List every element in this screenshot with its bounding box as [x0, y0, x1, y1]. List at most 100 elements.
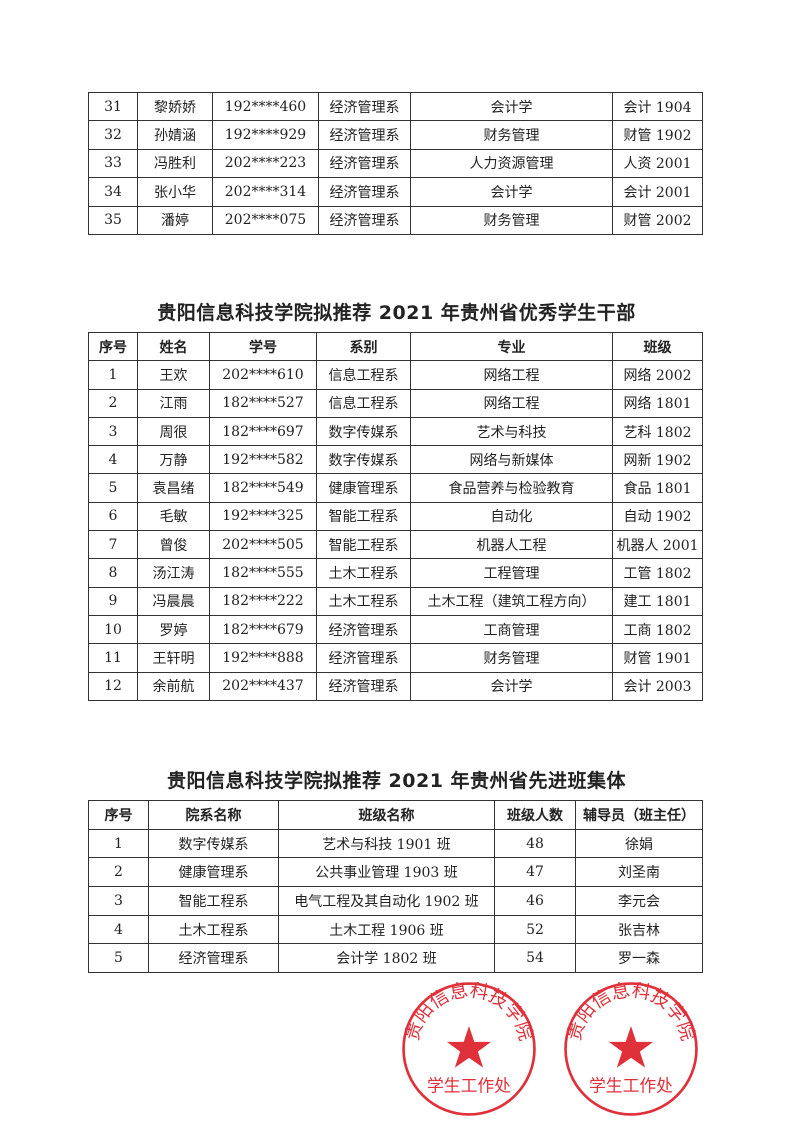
official-seal-stamp: 贵阳信息科技学院 学生工作处: [402, 980, 536, 1116]
table-cell: 工管 1802: [612, 558, 703, 588]
table-cell: 李元会: [575, 886, 703, 916]
column-header: 辅导员（班主任）: [575, 800, 703, 830]
table-row: 10 罗婷 182****679 经济管理系 工商管理 工商 1802: [88, 614, 703, 645]
table-cell: 182****697: [209, 416, 317, 447]
table-cell: 财务管理: [410, 643, 613, 673]
table-cell: 信息工程系: [316, 388, 411, 418]
table-cell: 202****610: [209, 360, 317, 390]
table-cell: 财务管理: [410, 205, 613, 235]
table-cell: 数字传媒系: [316, 416, 411, 447]
table-cell: 48: [494, 828, 576, 859]
table-cell: 182****679: [209, 614, 317, 645]
table-cell: 黎娇娇: [137, 91, 213, 122]
table-cell: 9: [88, 586, 138, 616]
table-cell: 52: [494, 914, 576, 945]
table-cell: 财管 2002: [612, 205, 703, 235]
column-header: 学号: [209, 331, 317, 362]
table-cell: 3: [88, 886, 149, 916]
official-seal-stamp-2: 贵阳信息科技学院 学生工作处: [564, 980, 698, 1116]
table-cell: 网新 1902: [612, 445, 703, 475]
table-cell: 冯晨晨: [137, 586, 210, 616]
table-cell: 会计学: [410, 671, 613, 701]
table-cell: 艺术与科技 1901 班: [278, 828, 495, 859]
outstanding-cadre-table: 序号 姓名 学号 系别 专业 班级 1 王欢 202****610 信息工程系 网络工程 网络 20…: [88, 331, 703, 701]
table-cell: 202****223: [212, 148, 319, 179]
table-cell: 罗婷: [137, 614, 210, 645]
table-cell: 食品 1801: [612, 473, 703, 503]
column-header: 专业: [410, 331, 613, 362]
table-cell: 自动化: [410, 501, 613, 532]
table-cell: 建工 1801: [612, 586, 703, 616]
table-cell: 刘圣南: [575, 857, 703, 888]
table-cell: 财管 1901: [612, 643, 703, 673]
table-cell: 8: [88, 558, 138, 588]
column-header: 院系名称: [148, 800, 279, 830]
table-cell: 6: [88, 501, 138, 532]
table-cell: 46: [494, 886, 576, 916]
table-cell: 人资 2001: [612, 148, 703, 179]
table-cell: 会计学 1802 班: [278, 943, 495, 974]
table-cell: 毛敏: [137, 501, 210, 532]
table-cell: 公共事业管理 1903 班: [278, 857, 495, 888]
table-row: 33 冯胜利 202****223 经济管理系 人力资源管理 人资 2001: [88, 148, 703, 179]
table-row: 7 曾俊 202****505 智能工程系 机器人工程 机器人 2001: [88, 530, 703, 560]
table-row: 12 余前航 202****437 经济管理系 会计学 会计 2003: [88, 671, 703, 701]
table-cell: 182****555: [209, 558, 317, 588]
table-cell: 经济管理系: [318, 91, 411, 122]
column-header: 班级人数: [494, 800, 576, 830]
table-cell: 余前航: [137, 671, 210, 701]
table-cell: 王轩明: [137, 643, 210, 673]
table-cell: 张小华: [137, 177, 213, 207]
table-cell: 网络与新媒体: [410, 445, 613, 475]
table-row: 3 智能工程系 电气工程及其自动化 1902 班 46 李元会: [88, 886, 703, 916]
table-cell: 工程管理: [410, 558, 613, 588]
table-cell: 曾俊: [137, 530, 210, 560]
table-cell: 健康管理系: [148, 857, 279, 888]
table-row: 9 冯晨晨 182****222 土木工程系 土木工程（建筑工程方向） 建工 1801: [88, 586, 703, 616]
table-header-row: 序号 院系名称 班级名称 班级人数 辅导员（班主任）: [88, 800, 703, 830]
table-row: 1 数字传媒系 艺术与科技 1901 班 48 徐娟: [88, 828, 703, 859]
table-cell: 会计 1904: [612, 91, 703, 122]
table-cell: 1: [88, 828, 149, 859]
table-cell: 32: [88, 120, 138, 150]
column-header: 序号: [88, 800, 149, 830]
table-cell: 数字传媒系: [148, 828, 279, 859]
table-row: 31 黎娇娇 192****460 经济管理系 会计学 会计 1904: [88, 91, 703, 122]
column-header: 序号: [88, 331, 138, 362]
table-cell: 电气工程及其自动化 1902 班: [278, 886, 495, 916]
table-cell: 202****314: [212, 177, 319, 207]
table-cell: 5: [88, 943, 149, 974]
table-cell: 土木工程系: [316, 558, 411, 588]
table-cell: 智能工程系: [316, 501, 411, 532]
table-cell: 土木工程 1906 班: [278, 914, 495, 945]
table-cell: 2: [88, 857, 149, 888]
table-cell: 182****549: [209, 473, 317, 503]
table-cell: 经济管理系: [318, 205, 411, 235]
column-header: 班级: [612, 331, 703, 362]
table-cell: 1: [88, 360, 138, 390]
table-row: 2 健康管理系 公共事业管理 1903 班 47 刘圣南: [88, 857, 703, 888]
table-cell: 经济管理系: [318, 148, 411, 179]
class-section-title: 贵阳信息科技学院拟推荐 2021 年贵州省先进班集体: [166, 770, 627, 792]
table-row: 4 土木工程系 土木工程 1906 班 52 张吉林: [88, 914, 703, 945]
table-row: 35 潘婷 202****075 经济管理系 财务管理 财管 2002: [88, 205, 703, 235]
table-cell: 10: [88, 614, 138, 645]
table-cell: 财务管理: [410, 120, 613, 150]
table-cell: 182****527: [209, 388, 317, 418]
table-cell: 经济管理系: [148, 943, 279, 974]
table-cell: 2: [88, 388, 138, 418]
table-cell: 经济管理系: [316, 671, 411, 701]
table-cell: 网络 1801: [612, 388, 703, 418]
table-cell: 机器人 2001: [612, 530, 703, 560]
table-cell: 202****505: [209, 530, 317, 560]
table-cell: 潘婷: [137, 205, 213, 235]
table-cell: 192****929: [212, 120, 319, 150]
table-cell: 47: [494, 857, 576, 888]
cadre-section-title: 贵阳信息科技学院拟推荐 2021 年贵州省优秀学生干部: [157, 302, 636, 324]
seal-inner-text: 学生工作处: [589, 1075, 673, 1095]
column-header: 班级名称: [278, 800, 495, 830]
table-cell: 202****437: [209, 671, 317, 701]
table-cell: 艺术与科技: [410, 416, 613, 447]
table-cell: 34: [88, 177, 138, 207]
table-cell: 万静: [137, 445, 210, 475]
